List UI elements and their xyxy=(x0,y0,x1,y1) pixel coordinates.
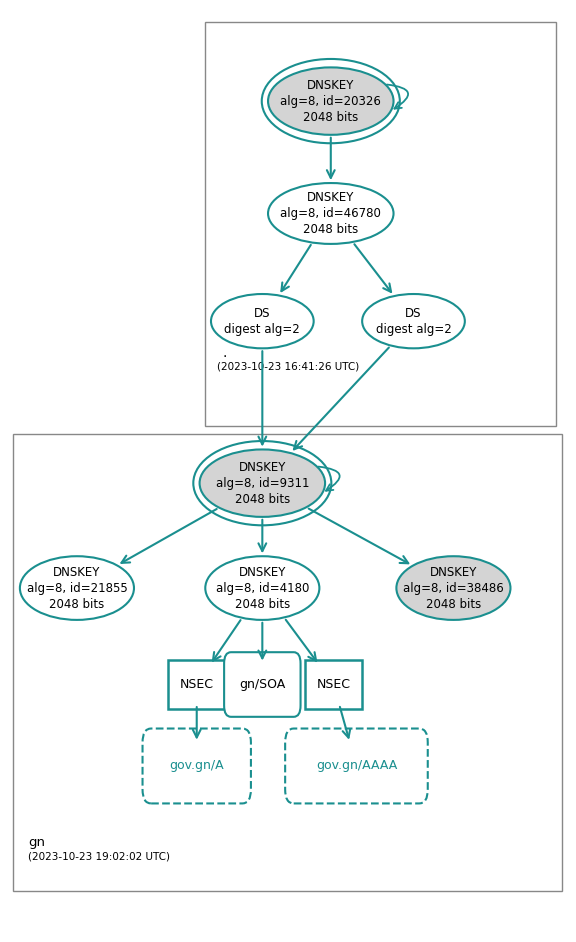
Text: gn/SOA: gn/SOA xyxy=(239,678,286,691)
FancyBboxPatch shape xyxy=(285,728,428,804)
Ellipse shape xyxy=(396,556,510,620)
Text: (2023-10-23 19:02:02 UTC): (2023-10-23 19:02:02 UTC) xyxy=(28,852,170,862)
Text: DNSKEY
alg=8, id=20326
2048 bits: DNSKEY alg=8, id=20326 2048 bits xyxy=(281,78,381,123)
Bar xyxy=(13,433,562,890)
Text: gov.gn/AAAA: gov.gn/AAAA xyxy=(316,759,397,772)
Ellipse shape xyxy=(20,556,134,620)
Ellipse shape xyxy=(199,449,325,517)
Text: gov.gn/A: gov.gn/A xyxy=(169,759,224,772)
FancyBboxPatch shape xyxy=(224,652,301,717)
FancyBboxPatch shape xyxy=(168,660,225,709)
Text: (2023-10-23 16:41:26 UTC): (2023-10-23 16:41:26 UTC) xyxy=(217,361,359,371)
Text: NSEC: NSEC xyxy=(180,678,214,691)
Ellipse shape xyxy=(268,68,393,135)
FancyBboxPatch shape xyxy=(305,660,362,709)
Text: gn: gn xyxy=(28,836,46,850)
Ellipse shape xyxy=(211,294,314,349)
Ellipse shape xyxy=(268,183,393,244)
Text: DNSKEY
alg=8, id=46780
2048 bits: DNSKEY alg=8, id=46780 2048 bits xyxy=(281,191,381,236)
Text: NSEC: NSEC xyxy=(317,678,351,691)
Text: DS
digest alg=2: DS digest alg=2 xyxy=(225,307,300,335)
Text: DNSKEY
alg=8, id=4180
2048 bits: DNSKEY alg=8, id=4180 2048 bits xyxy=(215,565,309,610)
Text: .: . xyxy=(222,346,227,360)
Text: DNSKEY
alg=8, id=21855
2048 bits: DNSKEY alg=8, id=21855 2048 bits xyxy=(26,565,127,610)
FancyBboxPatch shape xyxy=(142,728,251,804)
Text: DNSKEY
alg=8, id=38486
2048 bits: DNSKEY alg=8, id=38486 2048 bits xyxy=(403,565,504,610)
Bar xyxy=(205,22,556,426)
Ellipse shape xyxy=(205,556,319,620)
Ellipse shape xyxy=(362,294,465,349)
Text: DNSKEY
alg=8, id=9311
2048 bits: DNSKEY alg=8, id=9311 2048 bits xyxy=(215,461,309,506)
Text: DS
digest alg=2: DS digest alg=2 xyxy=(376,307,452,335)
